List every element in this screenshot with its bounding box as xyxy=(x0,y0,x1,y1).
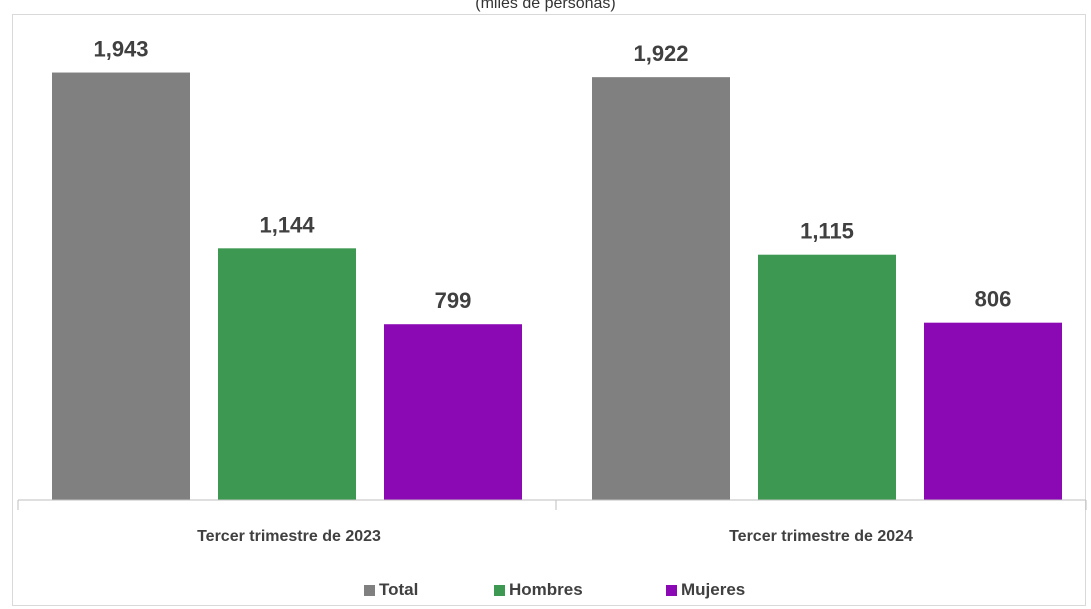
data-label-hombres-2: 1,115 xyxy=(800,219,854,244)
legend-label-total: Total xyxy=(379,580,419,599)
x-tick-label-2: Tercer trimestre de 2024 xyxy=(729,528,913,545)
data-label-hombres-1: 1,144 xyxy=(259,212,315,237)
chart-subtitle: (miles de personas) xyxy=(475,0,616,12)
data-label-total-2: 1,922 xyxy=(633,41,688,66)
chart-legend: Total Hombres Mujeres xyxy=(0,580,1091,602)
data-label-mujeres-1: 799 xyxy=(435,288,472,313)
legend-swatch-hombres xyxy=(494,584,505,596)
bar-hombres-2 xyxy=(758,254,896,500)
x-tick-label-1: Tercer trimestre de 2023 xyxy=(197,528,381,545)
legend-item-mujeres: Mujeres xyxy=(666,580,745,600)
bar-hombres-1 xyxy=(218,248,356,500)
data-label-mujeres-2: 806 xyxy=(975,287,1012,312)
chart-frame xyxy=(12,14,1086,606)
data-label-total-1: 1,943 xyxy=(93,37,148,62)
legend-swatch-total xyxy=(364,584,375,596)
bar-mujeres-1 xyxy=(384,324,522,500)
bar-mujeres-2 xyxy=(924,322,1062,500)
bar-total-2 xyxy=(592,77,730,500)
bar-total-1 xyxy=(52,72,190,500)
legend-item-total: Total xyxy=(364,580,418,600)
legend-label-mujeres: Mujeres xyxy=(681,580,746,599)
legend-swatch-mujeres xyxy=(666,584,677,596)
legend-item-hombres: Hombres xyxy=(494,580,583,600)
legend-label-hombres: Hombres xyxy=(509,580,583,599)
